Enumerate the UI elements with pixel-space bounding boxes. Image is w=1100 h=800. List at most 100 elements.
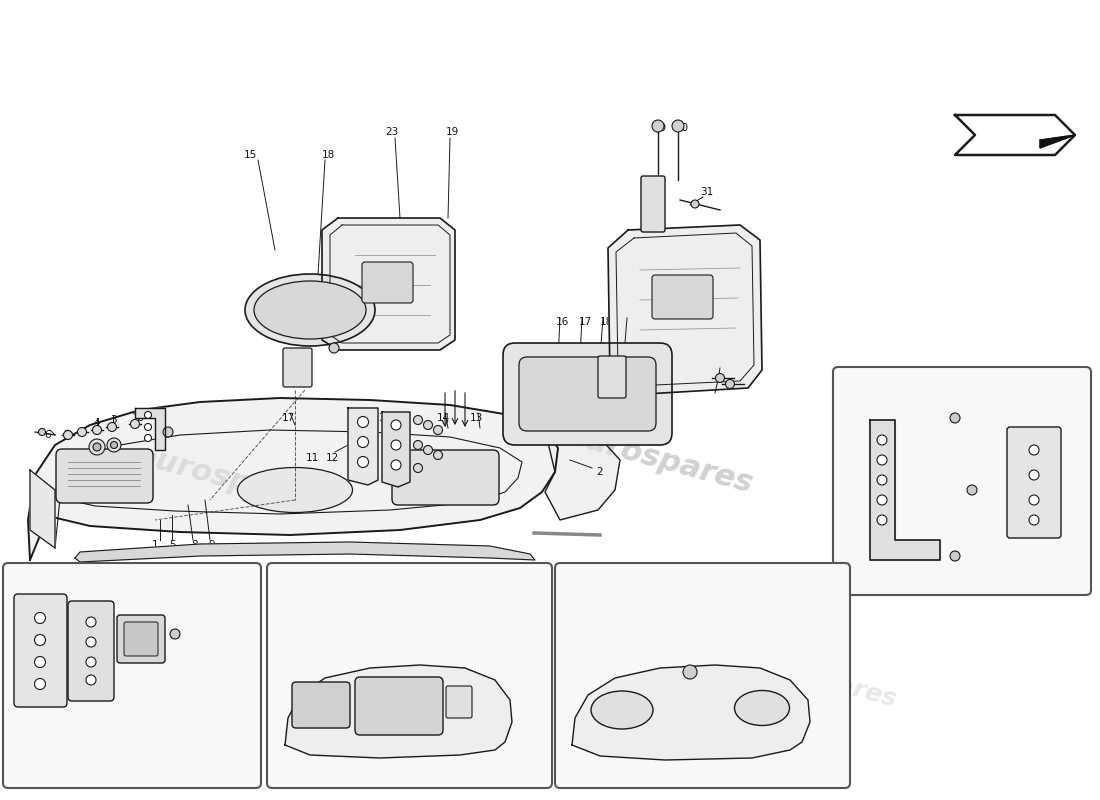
FancyBboxPatch shape (1006, 427, 1062, 538)
Ellipse shape (238, 467, 352, 513)
Text: 39: 39 (406, 673, 419, 683)
Text: 38: 38 (378, 413, 392, 423)
Circle shape (950, 413, 960, 423)
Circle shape (414, 463, 422, 473)
Text: 16: 16 (449, 673, 462, 683)
Circle shape (967, 485, 977, 495)
FancyBboxPatch shape (392, 450, 499, 505)
Text: 3: 3 (110, 415, 117, 425)
Circle shape (329, 343, 339, 353)
Polygon shape (30, 470, 55, 548)
Text: 10: 10 (131, 413, 144, 423)
Text: 30: 30 (675, 123, 689, 133)
Text: 22: 22 (717, 368, 730, 378)
Circle shape (107, 438, 121, 452)
Text: 37: 37 (182, 753, 195, 763)
Circle shape (726, 379, 735, 389)
Text: 6: 6 (45, 430, 52, 440)
Circle shape (144, 434, 152, 442)
Text: 24: 24 (88, 753, 101, 763)
Text: 36: 36 (153, 753, 166, 763)
FancyBboxPatch shape (124, 622, 158, 656)
FancyBboxPatch shape (267, 563, 552, 788)
Circle shape (34, 634, 45, 646)
Circle shape (424, 421, 432, 430)
Text: eurospares: eurospares (133, 441, 327, 519)
Circle shape (877, 515, 887, 525)
FancyBboxPatch shape (283, 348, 312, 387)
Text: eurospares: eurospares (740, 648, 900, 712)
Text: 11: 11 (306, 453, 319, 463)
Text: OPTIONAL: OPTIONAL (372, 758, 448, 771)
FancyBboxPatch shape (14, 594, 67, 707)
Circle shape (950, 551, 960, 561)
Circle shape (64, 430, 73, 439)
Text: 15: 15 (243, 150, 256, 160)
Circle shape (110, 442, 118, 449)
Circle shape (683, 665, 697, 679)
Circle shape (1028, 470, 1040, 480)
Circle shape (1028, 495, 1040, 505)
Text: 17: 17 (282, 413, 295, 423)
Circle shape (358, 417, 368, 427)
Circle shape (691, 200, 698, 208)
Text: 5: 5 (168, 540, 175, 550)
Text: 23: 23 (385, 127, 398, 137)
Polygon shape (1040, 135, 1075, 148)
Polygon shape (870, 420, 940, 560)
Text: 34: 34 (890, 570, 903, 580)
Text: 8: 8 (191, 540, 198, 550)
Text: 27: 27 (204, 753, 217, 763)
FancyBboxPatch shape (556, 563, 850, 788)
Text: 25: 25 (68, 753, 81, 763)
Polygon shape (135, 408, 165, 450)
Text: USA - CDN: USA - CDN (923, 387, 1001, 401)
Text: 32: 32 (1046, 485, 1059, 495)
Text: 7: 7 (63, 430, 69, 440)
Text: eurospares: eurospares (563, 421, 757, 499)
FancyBboxPatch shape (117, 615, 165, 663)
Text: 1: 1 (152, 540, 158, 550)
Circle shape (877, 475, 887, 485)
Text: 13: 13 (470, 413, 483, 423)
Circle shape (144, 411, 152, 418)
Circle shape (608, 365, 616, 371)
Circle shape (424, 446, 432, 454)
FancyBboxPatch shape (355, 677, 443, 735)
Polygon shape (348, 408, 378, 485)
FancyBboxPatch shape (68, 601, 114, 701)
Ellipse shape (245, 274, 375, 346)
Circle shape (86, 637, 96, 647)
Text: 4: 4 (94, 418, 100, 428)
Circle shape (108, 422, 117, 431)
Circle shape (294, 374, 300, 382)
Polygon shape (75, 542, 535, 562)
Polygon shape (382, 412, 410, 487)
Circle shape (131, 419, 140, 429)
Circle shape (294, 354, 300, 362)
Circle shape (39, 429, 45, 435)
Circle shape (89, 439, 104, 455)
Circle shape (608, 377, 616, 383)
Circle shape (433, 426, 442, 434)
FancyBboxPatch shape (641, 176, 666, 232)
Text: 40: 40 (483, 673, 496, 683)
FancyBboxPatch shape (56, 449, 153, 503)
Circle shape (294, 365, 300, 371)
Circle shape (649, 196, 657, 204)
Ellipse shape (591, 691, 653, 729)
Text: 29: 29 (653, 123, 667, 133)
Circle shape (390, 420, 402, 430)
Circle shape (649, 184, 657, 192)
Text: eurospares: eurospares (133, 441, 327, 519)
Text: 33: 33 (854, 570, 867, 580)
Text: Versione lavafari: Versione lavafari (656, 752, 749, 762)
Polygon shape (28, 398, 558, 560)
FancyBboxPatch shape (519, 357, 656, 431)
Circle shape (390, 460, 402, 470)
Circle shape (1028, 515, 1040, 525)
Polygon shape (572, 665, 810, 760)
Text: 18: 18 (321, 150, 334, 160)
Circle shape (86, 617, 96, 627)
FancyBboxPatch shape (598, 356, 626, 398)
